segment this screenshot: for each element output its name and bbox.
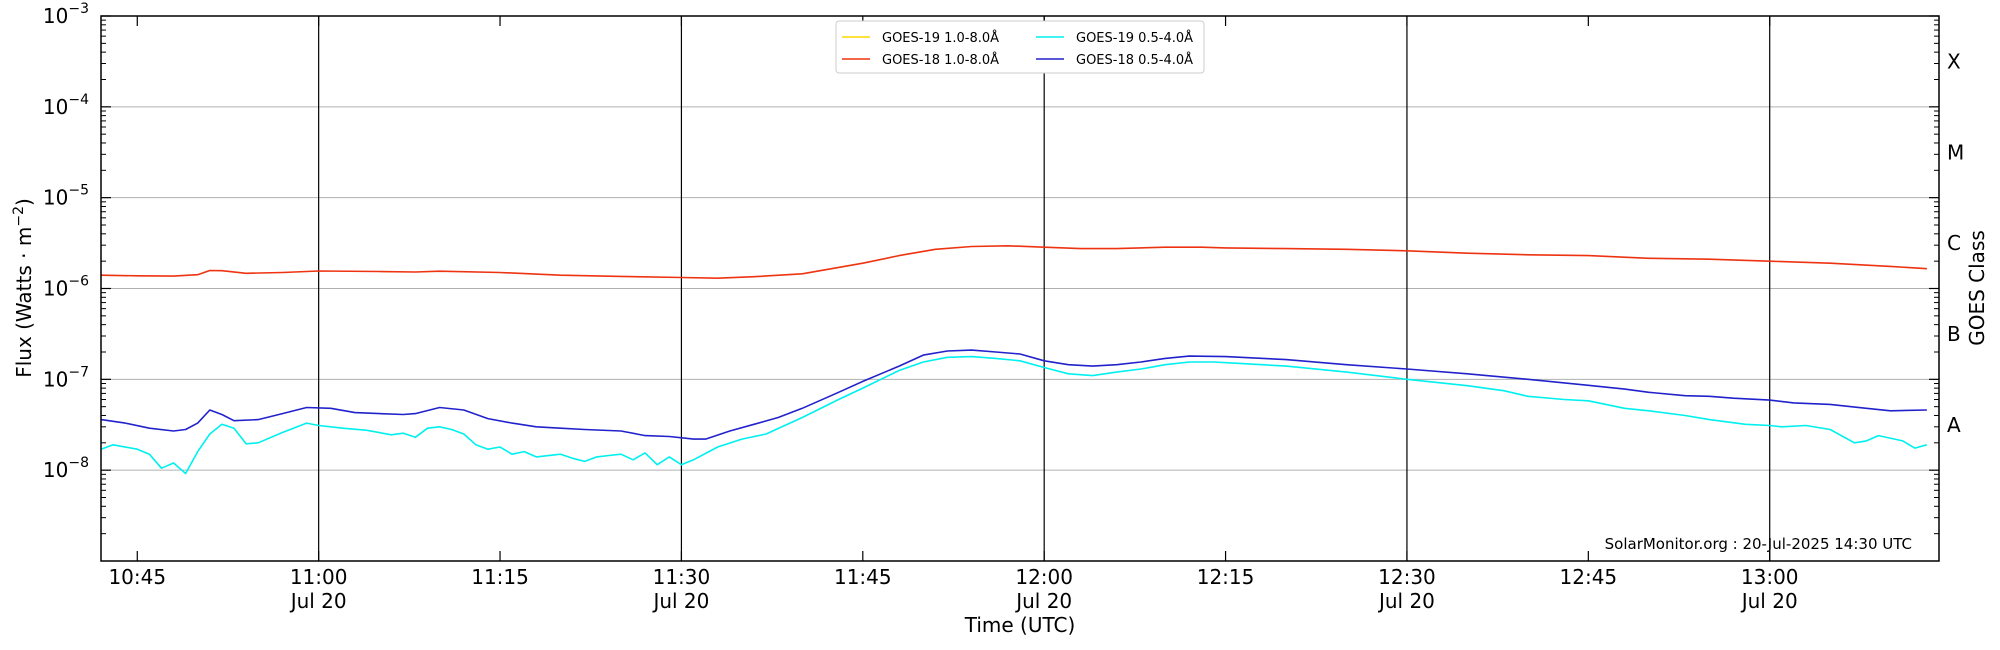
goes-class-label: A [1947,413,1961,437]
x-tick-label: 13:00 [1741,565,1799,589]
series-layer [100,245,1928,475]
footer-credit: SolarMonitor.org : 20-Jul-2025 14:30 UTC [1605,535,1912,553]
x-tick-date-label: Jul 20 [1740,589,1798,613]
y-tick-label: 10−8 [43,455,89,482]
y-axis-title: Flux (Watts · m−2) [11,198,36,378]
series-line-1 [100,245,1927,279]
x-axis-title: Time (UTC) [964,613,1076,637]
y-tick-mantissa: 10 [43,186,68,210]
y-tick-mantissa: 10 [43,4,68,28]
y-tick-mantissa: 10 [43,95,68,119]
y-tick-mantissa: 10 [43,277,68,301]
goes-class-label: B [1947,322,1961,346]
legend-entry-label: GOES-18 0.5-4.0Å [1076,52,1193,68]
x-tick-date-label: Jul 20 [1377,589,1435,613]
x-tick-label: 10:45 [108,565,166,589]
x-tick-label: 11:00 [290,565,348,589]
y-axis-title-close: ) [12,198,36,206]
y-tick-label: 10−3 [43,1,89,28]
goes-class-label: C [1947,231,1961,255]
legend-entry-label: GOES-19 1.0-8.0Å [882,30,999,46]
y-tick-label: 10−6 [43,274,89,301]
y-tick-exponent: −6 [68,274,89,290]
y-tick-label: 10−4 [43,92,89,119]
x-tick-label: 11:45 [834,565,892,589]
goes-class-label: M [1947,140,1964,164]
y-tick-exponent: −3 [68,1,89,17]
x-tick-label: 11:15 [471,565,529,589]
x-tick-label: 12:45 [1560,565,1618,589]
y-tick-exponent: −8 [68,455,89,471]
x-tick-label: 12:15 [1197,565,1255,589]
y-axis-title-main: Flux (Watts · m [12,227,36,378]
x-tick-label: 12:00 [1015,565,1073,589]
x-tick-label: 12:30 [1378,565,1436,589]
x-tick-label: 11:30 [653,565,711,589]
y-axis-title-exponent: −2 [11,206,27,227]
x-tick-date-label: Jul 20 [289,589,347,613]
legend-entry-label: GOES-19 0.5-4.0Å [1076,30,1193,46]
y-tick-exponent: −4 [68,92,89,108]
y-tick-exponent: −5 [68,183,89,199]
y-tick-label: 10−5 [43,183,89,210]
legend: GOES-19 1.0-8.0Å GOES-18 1.0-8.0Å GOES-19 … [835,20,1205,74]
legend-entry-label: GOES-18 1.0-8.0Å [882,52,999,68]
y-tick-exponent: −7 [68,364,89,380]
y-tick-mantissa: 10 [43,458,68,482]
x-tick-date-label: Jul 20 [1014,589,1072,613]
series-line-3 [100,349,1927,440]
y-tick-label: 10−7 [43,364,89,391]
x-tick-date-label: Jul 20 [651,589,709,613]
goes-class-label: X [1947,49,1961,73]
y-tick-mantissa: 10 [43,367,68,391]
right-axis-title: GOES Class [1965,230,1989,346]
legend-box [835,20,1205,74]
plot-frame [100,15,1940,562]
series-line-2 [100,355,1928,475]
